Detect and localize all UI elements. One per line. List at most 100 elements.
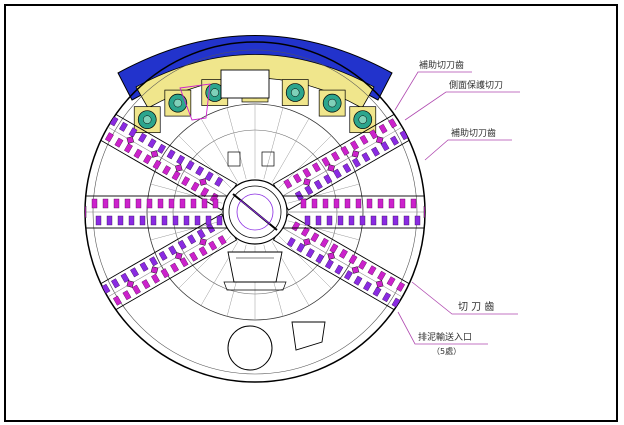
- cutter-tooth: [388, 119, 396, 128]
- cutter-tooth: [100, 111, 108, 120]
- cutter-tooth: [331, 152, 339, 161]
- cutter-arm: [91, 109, 237, 210]
- cutter-diamond: [173, 163, 184, 174]
- h-cutter-tooth: [345, 199, 350, 208]
- cutter-tooth: [368, 266, 376, 275]
- cutter-tooth: [180, 257, 188, 266]
- periphery-bit-core: [174, 99, 182, 107]
- h-cutter-tooth: [129, 216, 134, 225]
- center-hub: [223, 180, 287, 244]
- cutter-tooth: [113, 296, 121, 305]
- h-arm-end-right: [424, 206, 440, 218]
- cutter-tooth: [352, 158, 360, 167]
- cutter-tooth: [130, 268, 138, 277]
- cutter-tooth: [111, 279, 119, 288]
- cutter-tooth: [377, 271, 385, 280]
- cutter-tooth: [396, 282, 404, 291]
- cutter-tooth: [362, 152, 370, 161]
- label-side-support-cutter: 側面保護切刀: [449, 79, 503, 91]
- h-cutter-tooth: [213, 199, 218, 208]
- h-cutter-tooth: [382, 216, 387, 225]
- cutter-tooth: [360, 135, 368, 144]
- h-cutter-tooth: [378, 199, 383, 208]
- cutter-tooth: [176, 155, 184, 164]
- h-cutter-tooth: [107, 216, 112, 225]
- leader-side-support: [405, 92, 520, 120]
- cutter-tooth: [119, 122, 127, 131]
- h-cutter-tooth: [367, 199, 372, 208]
- cutter-tooth: [105, 132, 113, 141]
- h-cutter-tooth: [411, 199, 416, 208]
- h-cutter-tooth: [316, 216, 321, 225]
- cutter-arm: [273, 214, 419, 315]
- h-arm-end-left: [70, 206, 86, 218]
- cutter-tooth: [401, 303, 409, 312]
- cutter-tooth: [162, 165, 170, 174]
- cutter-tooth: [322, 157, 330, 166]
- top-inspection-hatch: [221, 70, 269, 98]
- cutter-tooth: [151, 274, 159, 283]
- cutter-tooth: [292, 222, 300, 231]
- cutter-tooth: [201, 187, 209, 196]
- cutter-tooth: [312, 163, 320, 172]
- periphery-bit-core: [328, 99, 336, 107]
- cutter-tooth: [343, 163, 351, 172]
- periphery-bit-core: [143, 116, 151, 124]
- cutter-tooth: [306, 248, 314, 257]
- h-cutter-tooth: [349, 216, 354, 225]
- h-cutter-tooth: [103, 199, 108, 208]
- cutter-tooth: [390, 136, 398, 145]
- cutter-tooth: [115, 138, 123, 147]
- cutter-diamond: [350, 149, 361, 160]
- cutter-tooth: [311, 233, 319, 242]
- h-cutter-tooth: [118, 216, 123, 225]
- periphery-bit-core: [359, 116, 367, 124]
- cutter-tooth: [124, 143, 132, 152]
- h-cutter-tooth: [125, 199, 130, 208]
- cutter-box-left: [228, 152, 240, 166]
- h-cutter-tooth: [136, 199, 141, 208]
- cutter-tooth: [218, 235, 226, 244]
- cutter-tooth: [382, 292, 390, 301]
- h-cutter-tooth: [180, 199, 185, 208]
- cutter-tooth: [148, 139, 156, 148]
- h-cutter-tooth: [202, 199, 207, 208]
- h-cutter-tooth: [404, 216, 409, 225]
- cutter-tooth: [284, 179, 292, 188]
- cutter-tooth: [138, 133, 146, 142]
- h-cutter-tooth: [323, 199, 328, 208]
- cutter-tooth: [134, 149, 142, 158]
- cutter-tooth: [339, 249, 347, 258]
- cutter-tooth: [178, 240, 186, 249]
- cutter-tooth: [189, 252, 197, 261]
- h-cutter-tooth: [301, 199, 306, 208]
- cutter-tooth: [197, 229, 205, 238]
- periphery-bit-core: [291, 89, 299, 97]
- h-cutter-tooth: [206, 216, 211, 225]
- cutter-tooth: [140, 262, 148, 271]
- cutter-tooth: [325, 259, 333, 268]
- h-cutter-tooth: [327, 216, 332, 225]
- label-cutter-teeth: 切 刀 齒: [458, 301, 494, 313]
- cutter-tooth: [209, 241, 217, 250]
- h-cutter-tooth: [334, 199, 339, 208]
- cutter-tooth: [350, 141, 358, 150]
- h-cutter-tooth: [195, 216, 200, 225]
- cutter-tooth: [335, 265, 343, 274]
- h-cutter-tooth: [96, 216, 101, 225]
- h-cutter-tooth: [162, 216, 167, 225]
- cutter-tooth: [143, 154, 151, 163]
- h-cutter-tooth: [184, 216, 189, 225]
- cutter-tooth: [354, 276, 362, 285]
- cutter-tooth: [188, 235, 196, 244]
- h-cutter-tooth: [312, 199, 317, 208]
- cutter-tooth: [196, 166, 204, 175]
- cutter-tooth: [344, 270, 352, 279]
- cutter-tooth: [172, 171, 180, 180]
- h-cutter-tooth: [360, 216, 365, 225]
- cutter-tooth: [199, 246, 207, 255]
- cutter-diamond: [149, 265, 160, 276]
- cutter-tooth: [387, 277, 395, 286]
- h-cutter-tooth: [92, 199, 97, 208]
